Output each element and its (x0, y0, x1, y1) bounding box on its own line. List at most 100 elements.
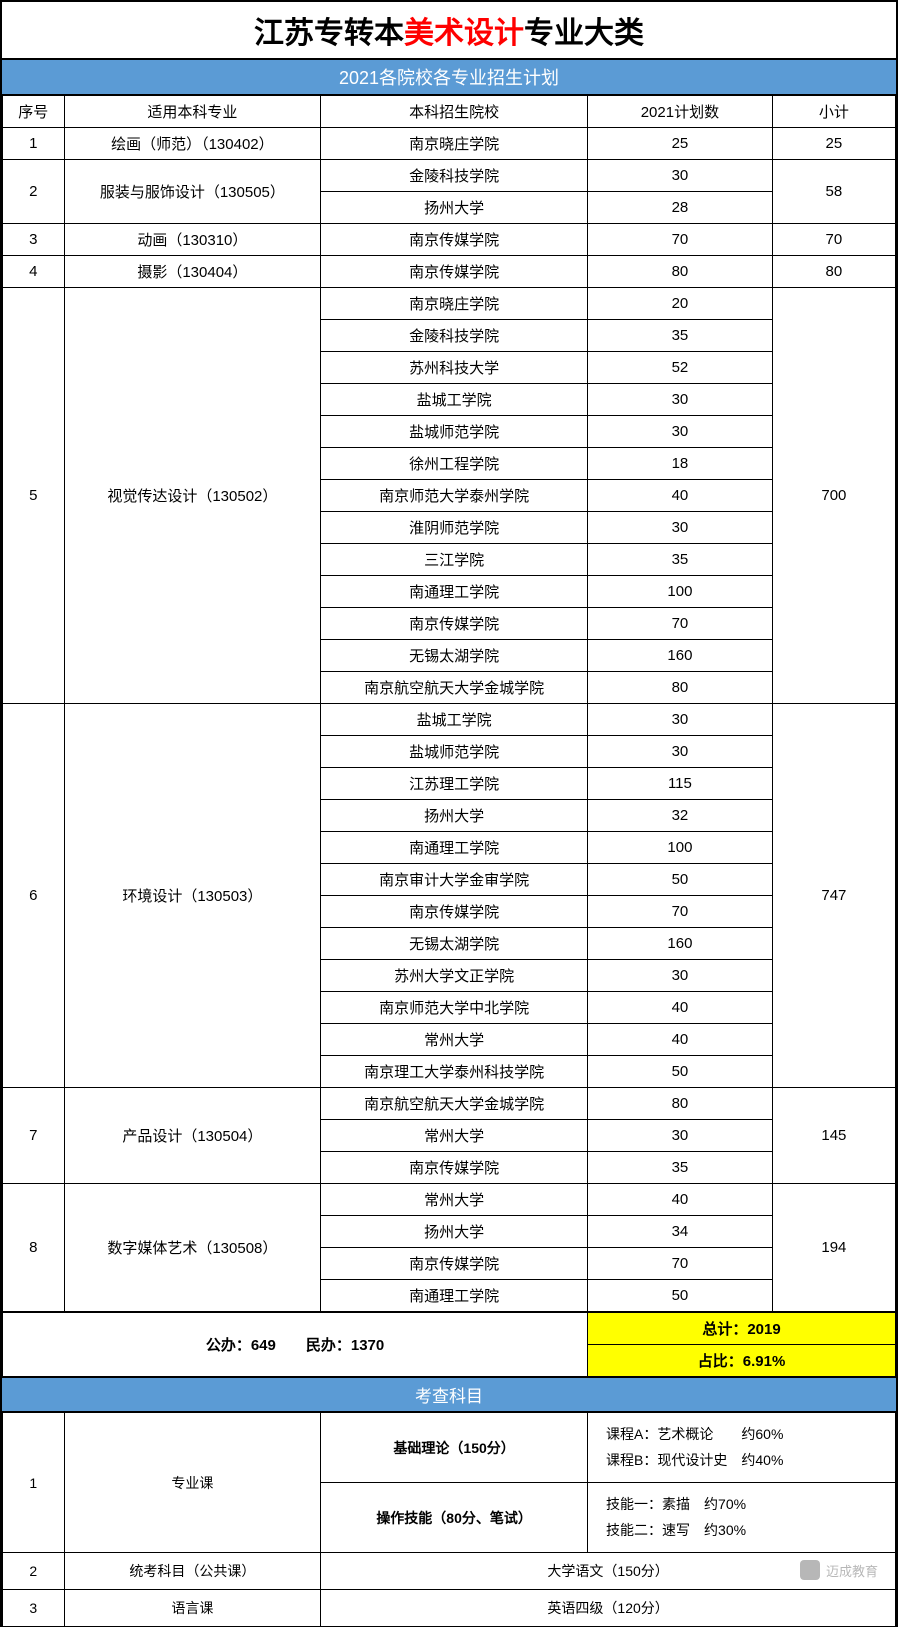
cell-subtotal: 700 (772, 288, 895, 704)
cell-school: 常州大学 (321, 1184, 588, 1216)
cell-school: 南京传媒学院 (321, 256, 588, 288)
cell-plan: 50 (588, 1280, 773, 1312)
cell-school: 南京传媒学院 (321, 1152, 588, 1184)
cell-school: 南京晓庄学院 (321, 128, 588, 160)
cell-school: 南京传媒学院 (321, 1248, 588, 1280)
cell-plan: 30 (588, 736, 773, 768)
cell-school: 常州大学 (321, 1120, 588, 1152)
enrollment-table: 序号 适用本科专业 本科招生院校 2021计划数 小计 1绘画（师范）（1304… (2, 95, 896, 1312)
cell-school: 南京传媒学院 (321, 896, 588, 928)
document-container: 江苏专转本美术设计专业大类 2021各院校各专业招生计划 序号 适用本科专业 本… (0, 0, 898, 1627)
cell-subtotal: 58 (772, 160, 895, 224)
cell-school: 金陵科技学院 (321, 320, 588, 352)
cell-school: 无锡太湖学院 (321, 640, 588, 672)
cell-plan: 70 (588, 224, 773, 256)
cell-plan: 50 (588, 864, 773, 896)
cell-plan: 30 (588, 384, 773, 416)
cell-major: 环境设计（130503） (64, 704, 321, 1088)
exam-seq: 1 (3, 1413, 65, 1553)
wechat-icon (800, 1560, 820, 1580)
cell-plan: 30 (588, 704, 773, 736)
cell-plan: 34 (588, 1216, 773, 1248)
cell-plan: 18 (588, 448, 773, 480)
cell-plan: 30 (588, 160, 773, 192)
cell-subtotal: 70 (772, 224, 895, 256)
cell-subtotal: 80 (772, 256, 895, 288)
col-plan-header: 2021计划数 (588, 96, 773, 128)
cell-school: 扬州大学 (321, 800, 588, 832)
cell-plan: 40 (588, 992, 773, 1024)
cell-school: 南京航空航天大学金城学院 (321, 1088, 588, 1120)
cell-plan: 80 (588, 1088, 773, 1120)
cell-seq: 6 (3, 704, 65, 1088)
exam-row: 2统考科目（公共课）大学语文（150分） (3, 1553, 896, 1590)
cell-plan: 30 (588, 416, 773, 448)
cell-plan: 160 (588, 928, 773, 960)
cell-plan: 40 (588, 1024, 773, 1056)
cell-school: 盐城师范学院 (321, 416, 588, 448)
cell-school: 南京航空航天大学金城学院 (321, 672, 588, 704)
exam-row: 3语言课英语四级（120分） (3, 1590, 896, 1627)
table-row: 6环境设计（130503）盐城工学院30747 (3, 704, 896, 736)
table-row: 7产品设计（130504）南京航空航天大学金城学院80145 (3, 1088, 896, 1120)
cell-plan: 30 (588, 960, 773, 992)
summary-table: 公办：649 民办：1370 总计：2019 占比：6.91% (2, 1312, 896, 1377)
cell-plan: 100 (588, 576, 773, 608)
cell-school: 江苏理工学院 (321, 768, 588, 800)
cell-school: 盐城师范学院 (321, 736, 588, 768)
exam-seq: 3 (3, 1590, 65, 1627)
brand-text: 迈成教育 (826, 1561, 878, 1580)
cell-school: 南京审计大学金审学院 (321, 864, 588, 896)
cell-school: 南京晓庄学院 (321, 288, 588, 320)
col-seq-header: 序号 (3, 96, 65, 128)
title-prefix: 江苏专转本 (254, 17, 404, 50)
cell-major: 数字媒体艺术（130508） (64, 1184, 321, 1312)
cell-school: 盐城工学院 (321, 704, 588, 736)
table-row: 4摄影（130404）南京传媒学院8080 (3, 256, 896, 288)
cell-plan: 35 (588, 1152, 773, 1184)
exam-subject: 语言课 (64, 1590, 321, 1627)
cell-plan: 25 (588, 128, 773, 160)
exam-row: 1专业课基础理论（150分）课程A：艺术概论 约60%课程B：现代设计史 约40… (3, 1413, 896, 1483)
cell-plan: 35 (588, 320, 773, 352)
cell-school: 苏州大学文正学院 (321, 960, 588, 992)
table-row: 3动画（130310）南京传媒学院7070 (3, 224, 896, 256)
cell-plan: 35 (588, 544, 773, 576)
cell-plan: 115 (588, 768, 773, 800)
cell-school: 盐城工学院 (321, 384, 588, 416)
cell-subtotal: 25 (772, 128, 895, 160)
exam-single: 英语四级（120分） (321, 1590, 896, 1627)
cell-plan: 40 (588, 1184, 773, 1216)
cell-major: 服装与服饰设计（130505） (64, 160, 321, 224)
cell-plan: 100 (588, 832, 773, 864)
table-row: 2服装与服饰设计（130505）金陵科技学院3058 (3, 160, 896, 192)
cell-school: 扬州大学 (321, 1216, 588, 1248)
cell-plan: 20 (588, 288, 773, 320)
exam-subject: 统考科目（公共课） (64, 1553, 321, 1590)
brand-watermark: 迈成教育 (800, 1560, 878, 1580)
cell-seq: 8 (3, 1184, 65, 1312)
cell-major: 动画（130310） (64, 224, 321, 256)
col-school-header: 本科招生院校 (321, 96, 588, 128)
cell-seq: 1 (3, 128, 65, 160)
cell-plan: 70 (588, 1248, 773, 1280)
cell-plan: 80 (588, 256, 773, 288)
exam-table: 1专业课基础理论（150分）课程A：艺术概论 约60%课程B：现代设计史 约40… (2, 1412, 896, 1627)
cell-school: 南通理工学院 (321, 1280, 588, 1312)
cell-subtotal: 145 (772, 1088, 895, 1184)
cell-school: 南京师范大学中北学院 (321, 992, 588, 1024)
cell-school: 南京师范大学泰州学院 (321, 480, 588, 512)
exam-part-name: 基础理论（150分） (321, 1413, 588, 1483)
exam-subject: 专业课 (64, 1413, 321, 1553)
table-row: 8数字媒体艺术（130508）常州大学40194 (3, 1184, 896, 1216)
col-major-header: 适用本科专业 (64, 96, 321, 128)
title-suffix: 专业大类 (524, 17, 644, 50)
cell-plan: 52 (588, 352, 773, 384)
summary-total: 总计：2019 (588, 1313, 896, 1345)
cell-major: 视觉传达设计（130502） (64, 288, 321, 704)
table-header-row: 序号 适用本科专业 本科招生院校 2021计划数 小计 (3, 96, 896, 128)
cell-school: 南京理工大学泰州科技学院 (321, 1056, 588, 1088)
cell-school: 三江学院 (321, 544, 588, 576)
cell-seq: 4 (3, 256, 65, 288)
cell-school: 南京传媒学院 (321, 608, 588, 640)
